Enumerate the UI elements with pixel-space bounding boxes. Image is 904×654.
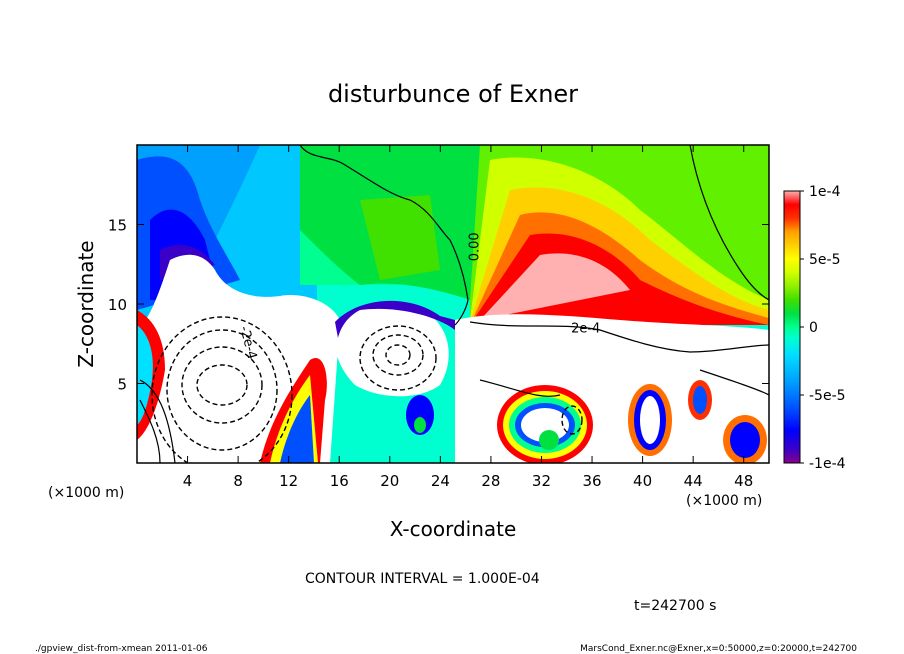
y-axis: 5 10 15 bbox=[108, 217, 769, 394]
x-tick-label: 28 bbox=[481, 472, 500, 490]
x-tick-label: 8 bbox=[233, 472, 243, 490]
colorbar-gradient bbox=[783, 190, 801, 464]
footer-right: MarsCond_Exner.nc@Exner,x=0:50000,z=0:20… bbox=[580, 644, 857, 654]
x-tick-label: 4 bbox=[183, 472, 193, 490]
x-tick-label: 48 bbox=[734, 472, 753, 490]
colorbar-tick-label: 0 bbox=[809, 320, 818, 336]
x-axis: 4 8 12 16 20 24 28 32 36 40 44 48 bbox=[183, 145, 753, 490]
colorbar-tick-label: 1e-4 bbox=[809, 184, 841, 200]
x-tick-label: 16 bbox=[330, 472, 349, 490]
x-axis-title: X-coordinate bbox=[390, 517, 517, 541]
y-axis-title: Z-coordinate bbox=[74, 240, 98, 367]
x-unit-left: (×1000 m) bbox=[48, 485, 124, 501]
y-tick-label: 5 bbox=[117, 376, 127, 394]
x-unit-right: (×1000 m) bbox=[686, 493, 762, 509]
x-tick-label: 24 bbox=[431, 472, 450, 490]
x-tick-label: 20 bbox=[380, 472, 399, 490]
x-tick-label: 32 bbox=[532, 472, 551, 490]
time-label: t=242700 s bbox=[634, 598, 716, 614]
contour-lines-dashed bbox=[151, 316, 583, 463]
heatmap-field bbox=[137, 145, 769, 463]
colorbar-tick-label: 5e-5 bbox=[809, 252, 840, 268]
x-tick-label: 40 bbox=[633, 472, 652, 490]
contour-label: 2e-4 bbox=[571, 322, 600, 337]
colorbar-tick-label: -1e-4 bbox=[809, 456, 846, 472]
footer-left: ./gpview_dist-from-xmean 2011-01-06 bbox=[35, 644, 208, 654]
colorbar: 1e-4 5e-5 0 -5e-5 -1e-4 bbox=[783, 184, 846, 472]
chart-title: disturbunce of Exner bbox=[328, 80, 578, 108]
colorbar-tick-label: -5e-5 bbox=[809, 388, 846, 404]
x-tick-label: 36 bbox=[582, 472, 601, 490]
x-tick-label: 44 bbox=[684, 472, 703, 490]
x-tick-label: 12 bbox=[279, 472, 298, 490]
contour-label: 0.00 bbox=[467, 232, 482, 261]
contour-interval-label: CONTOUR INTERVAL = 1.000E-04 bbox=[305, 571, 540, 587]
y-tick-label: 15 bbox=[108, 217, 127, 235]
colorbar-ticks: 1e-4 5e-5 0 -5e-5 -1e-4 bbox=[800, 184, 846, 472]
y-tick-label: 10 bbox=[108, 296, 127, 314]
